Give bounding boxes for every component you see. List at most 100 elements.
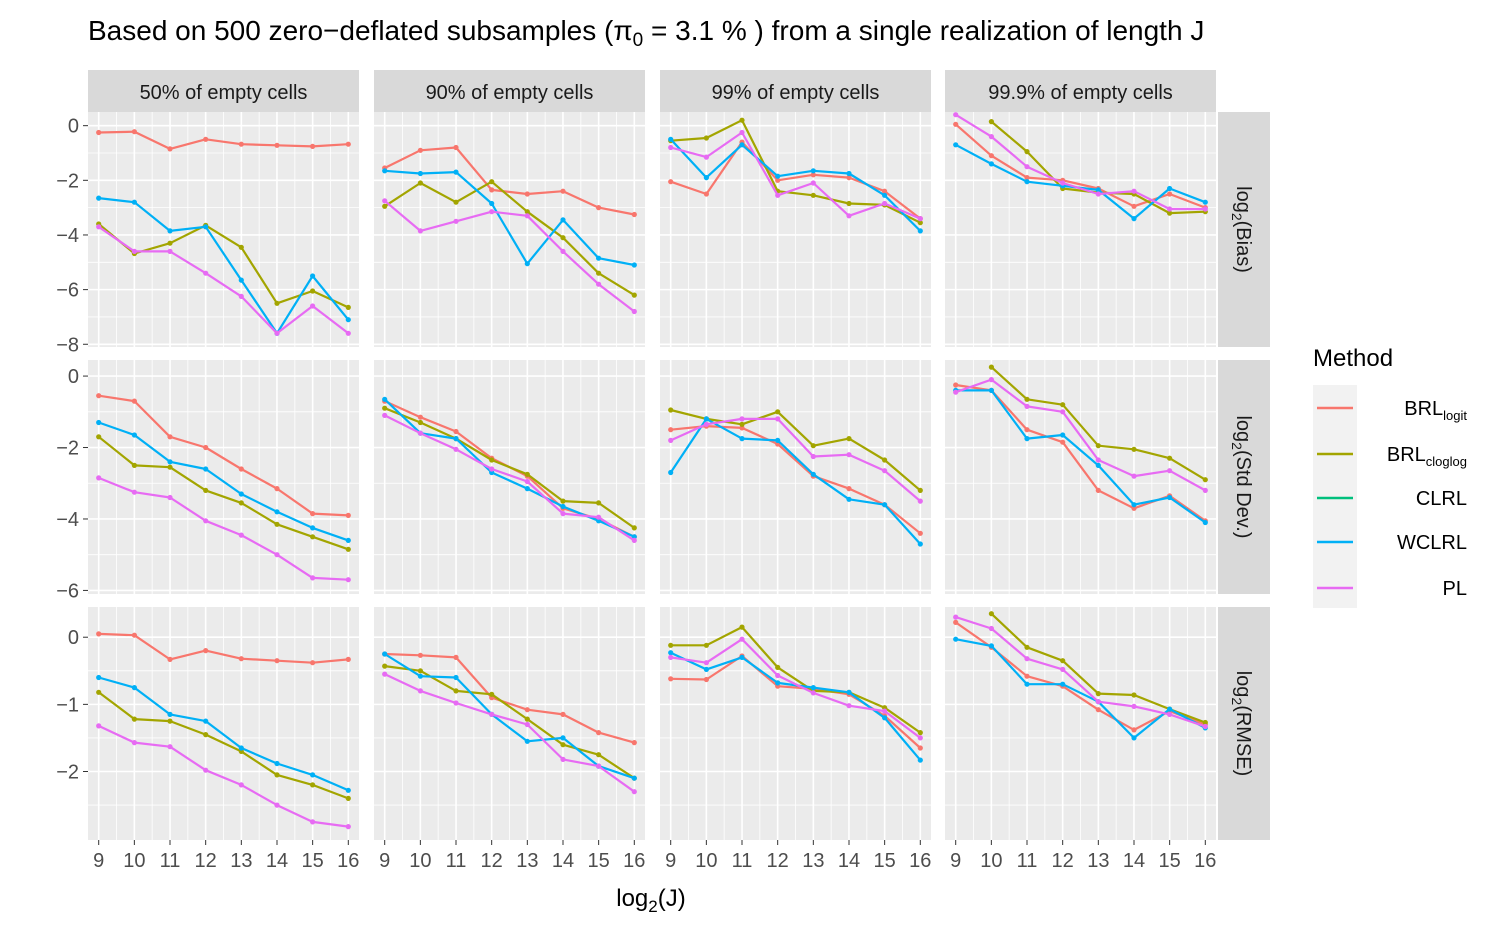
x-tick-label: 13 bbox=[516, 850, 538, 872]
facet-strip-column bbox=[660, 70, 931, 112]
data-point-WCLRL bbox=[417, 170, 423, 177]
facet-panel bbox=[88, 360, 359, 594]
data-point-BRL_cloglog bbox=[810, 443, 816, 449]
data-point-BRL_cloglog bbox=[524, 716, 530, 722]
series-line-BRL_logit bbox=[670, 141, 921, 220]
data-point-WCLRL bbox=[631, 534, 637, 540]
data-point-PL bbox=[417, 228, 423, 234]
series-line-WCLRL bbox=[669, 138, 922, 232]
data-point-BRL_cloglog bbox=[382, 663, 388, 669]
series-line-WCLRL bbox=[669, 417, 922, 545]
y-tick-label: −6 bbox=[56, 580, 79, 602]
data-point-BRL_logit bbox=[167, 434, 173, 440]
data-point-WCLRL bbox=[131, 685, 137, 691]
data-point-PL bbox=[310, 575, 316, 581]
series-line-WCLRL bbox=[384, 653, 635, 780]
data-point-BRL_cloglog bbox=[489, 457, 495, 463]
data-point-BRL_logit bbox=[1024, 427, 1030, 433]
data-point-PL bbox=[489, 711, 495, 718]
data-point-WCLRL bbox=[775, 437, 781, 443]
series-line-BRL_logit bbox=[98, 130, 349, 150]
data-point-WCLRL bbox=[524, 261, 530, 267]
data-point-PL bbox=[203, 518, 209, 524]
x-tick-label: 15 bbox=[874, 850, 896, 872]
facet-row-label: log2(Bias) bbox=[1229, 186, 1254, 273]
facet-panel bbox=[660, 360, 931, 594]
facet-strip-column bbox=[374, 70, 645, 112]
y-tick-label: −6 bbox=[56, 280, 79, 302]
data-point-BRL_cloglog bbox=[1060, 658, 1066, 664]
data-point-BRL_cloglog bbox=[1131, 446, 1137, 452]
data-point-PL bbox=[882, 708, 888, 714]
x-tick-label: 10 bbox=[123, 850, 145, 872]
data-point-PL bbox=[810, 180, 816, 186]
data-point-BRL_cloglog bbox=[988, 611, 995, 617]
data-point-WCLRL bbox=[453, 674, 459, 681]
x-tick-label: 11 bbox=[732, 850, 753, 872]
data-point-BRL_logit bbox=[953, 619, 959, 626]
data-point-WCLRL bbox=[596, 255, 602, 261]
data-point-WCLRL bbox=[882, 715, 888, 721]
data-point-BRL_cloglog bbox=[310, 782, 316, 788]
data-point-BRL_cloglog bbox=[668, 407, 674, 413]
data-point-WCLRL bbox=[953, 636, 959, 642]
data-point-WCLRL bbox=[810, 685, 816, 691]
data-point-BRL_logit bbox=[203, 444, 209, 451]
data-point-WCLRL bbox=[382, 396, 388, 402]
data-point-PL bbox=[560, 756, 566, 763]
series-line-WCLRL bbox=[98, 197, 350, 335]
chart-title: Based on 500 zero−deflated subsamples (π… bbox=[88, 15, 1204, 51]
data-point-BRL_cloglog bbox=[988, 119, 995, 125]
data-point-BRL_logit bbox=[417, 652, 423, 658]
data-point-WCLRL bbox=[775, 173, 781, 179]
data-point-PL bbox=[1202, 487, 1208, 493]
data-point-WCLRL bbox=[345, 317, 351, 323]
data-point-BRL_cloglog bbox=[775, 664, 781, 671]
data-point-BRL_logit bbox=[167, 656, 173, 663]
data-point-BRL_cloglog bbox=[1202, 477, 1208, 483]
data-point-PL bbox=[1167, 468, 1173, 474]
data-point-WCLRL bbox=[988, 643, 995, 649]
x-tick-label: 13 bbox=[802, 850, 824, 872]
data-point-BRL_logit bbox=[131, 129, 137, 135]
series-line-WCLRL bbox=[383, 398, 635, 538]
data-point-PL bbox=[631, 537, 637, 544]
facet-panel bbox=[945, 360, 1216, 594]
data-point-BRL_logit bbox=[631, 740, 637, 746]
data-point-BRL_cloglog bbox=[988, 364, 995, 370]
data-point-BRL_cloglog bbox=[417, 419, 423, 426]
data-point-WCLRL bbox=[917, 541, 923, 547]
data-point-WCLRL bbox=[846, 496, 852, 502]
data-point-BRL_cloglog bbox=[1024, 644, 1030, 650]
data-point-BRL_logit bbox=[131, 398, 137, 404]
series-line-BRL_cloglog bbox=[98, 435, 349, 551]
data-point-BRL_logit bbox=[1024, 673, 1030, 679]
series-line-PL bbox=[98, 225, 349, 335]
facet-column-label: 50% of empty cells bbox=[140, 82, 308, 104]
data-point-WCLRL bbox=[739, 436, 745, 442]
y-tick-label: 0 bbox=[68, 116, 79, 138]
series-line-PL bbox=[383, 199, 635, 313]
facet-row-label: log2(RMSE) bbox=[1229, 671, 1254, 777]
series-line-BRL_logit bbox=[98, 632, 349, 664]
x-tick-label: 11 bbox=[1017, 850, 1038, 872]
data-point-WCLRL bbox=[453, 436, 459, 442]
data-point-WCLRL bbox=[489, 200, 495, 207]
facet-panel bbox=[660, 607, 931, 840]
data-point-WCLRL bbox=[382, 168, 388, 174]
data-point-PL bbox=[96, 224, 102, 230]
data-point-WCLRL bbox=[238, 277, 244, 283]
data-point-WCLRL bbox=[1024, 179, 1030, 185]
data-point-PL bbox=[668, 654, 674, 661]
data-point-WCLRL bbox=[988, 161, 995, 167]
data-point-BRL_cloglog bbox=[1131, 692, 1137, 698]
data-point-BRL_cloglog bbox=[1202, 719, 1208, 726]
data-point-PL bbox=[382, 198, 388, 204]
x-tick-label: 9 bbox=[950, 850, 961, 872]
data-point-WCLRL bbox=[560, 503, 566, 510]
data-point-BRL_logit bbox=[560, 711, 566, 718]
data-point-PL bbox=[274, 330, 280, 336]
data-point-BRL_logit bbox=[953, 382, 959, 388]
data-point-PL bbox=[917, 735, 923, 741]
